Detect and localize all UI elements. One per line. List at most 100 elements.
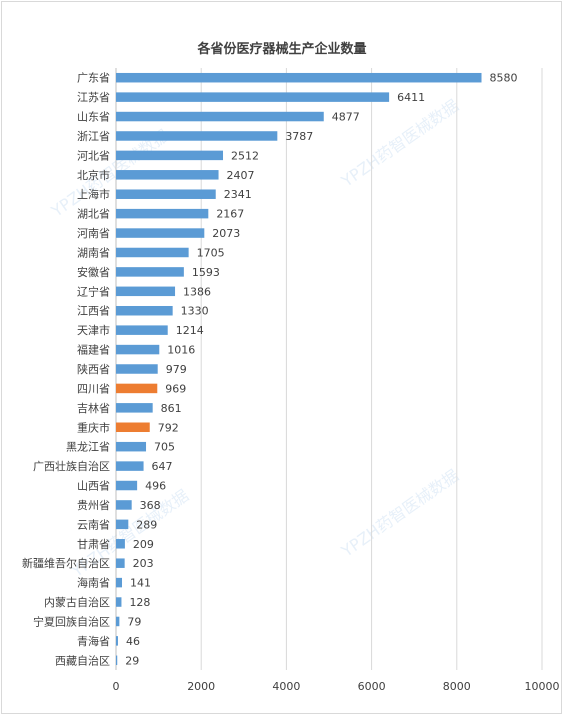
data-label: 141 <box>130 577 151 590</box>
bar <box>116 267 184 277</box>
category-label: 重庆市 <box>77 420 110 434</box>
category-label: 青海省 <box>77 634 110 648</box>
category-label: 江西省 <box>77 305 110 318</box>
category-label: 吉林省 <box>77 401 110 415</box>
category-label: 甘肃省 <box>77 538 110 551</box>
data-label: 2512 <box>231 149 259 162</box>
data-label: 209 <box>133 538 154 551</box>
bar <box>116 92 390 102</box>
data-label: 8580 <box>490 72 518 85</box>
category-label: 广东省 <box>77 72 110 85</box>
data-label: 1214 <box>176 324 204 337</box>
category-label: 天津市 <box>77 323 110 337</box>
data-label: 705 <box>154 441 175 454</box>
data-label: 1593 <box>192 266 220 279</box>
x-tick-label: 0 <box>113 680 120 693</box>
category-label: 贵州省 <box>77 499 110 512</box>
data-label: 203 <box>133 557 154 570</box>
x-tick-label: 6000 <box>358 680 386 693</box>
chart-title: 各省份医疗器械生产企业数量 <box>197 42 367 57</box>
data-label: 792 <box>158 421 179 434</box>
data-label: 3787 <box>285 130 313 143</box>
category-label: 四川省 <box>77 382 110 395</box>
category-label: 浙江省 <box>77 130 110 143</box>
bar <box>116 655 118 666</box>
data-label: 969 <box>165 382 186 395</box>
category-label: 湖南省 <box>77 246 110 259</box>
data-label: 861 <box>161 402 182 415</box>
data-label: 128 <box>129 596 150 609</box>
bar <box>116 111 324 122</box>
data-label: 289 <box>136 518 157 531</box>
bar <box>116 305 173 316</box>
category-label: 宁夏回族自治区 <box>33 614 110 628</box>
bar <box>116 441 147 452</box>
bar <box>116 616 120 627</box>
category-label: 海南省 <box>77 576 110 590</box>
data-label: 979 <box>166 363 187 376</box>
category-label: 内蒙古自治区 <box>44 595 110 609</box>
bar <box>116 577 123 588</box>
category-label: 河南省 <box>77 227 110 240</box>
bar <box>116 131 278 141</box>
data-label: 2407 <box>227 169 255 182</box>
data-label: 2073 <box>212 227 240 240</box>
bar <box>116 286 176 297</box>
bar <box>116 364 158 374</box>
bar <box>116 539 125 549</box>
bar <box>116 403 153 413</box>
data-label: 1705 <box>197 246 225 259</box>
bar <box>116 500 132 510</box>
category-label: 福建省 <box>77 343 110 357</box>
category-label: 北京市 <box>77 168 110 182</box>
bar <box>116 383 158 394</box>
category-label: 安徽省 <box>77 265 110 279</box>
bar <box>116 344 160 355</box>
bar <box>116 422 150 433</box>
category-label: 河北省 <box>77 149 110 162</box>
bar <box>116 72 482 83</box>
data-label: 79 <box>127 615 141 628</box>
data-label: 1016 <box>167 344 195 357</box>
category-label: 上海市 <box>77 187 110 201</box>
category-label: 辽宁省 <box>77 284 110 298</box>
bar <box>116 461 144 471</box>
data-label: 2167 <box>216 208 244 221</box>
bar <box>116 480 138 491</box>
data-label: 496 <box>145 480 166 493</box>
category-label: 山西省 <box>77 480 110 493</box>
category-label: 江苏省 <box>77 91 110 104</box>
x-tick-label: 8000 <box>443 680 471 693</box>
category-label: 云南省 <box>77 518 110 531</box>
x-tick-label: 10000 <box>525 680 560 693</box>
x-tick-label: 2000 <box>187 680 215 693</box>
bar <box>116 247 189 258</box>
data-label: 29 <box>125 654 139 667</box>
x-tick-label: 4000 <box>272 680 300 693</box>
data-label: 647 <box>152 460 173 473</box>
data-label: 6411 <box>397 91 425 104</box>
category-label: 湖北省 <box>77 208 110 221</box>
data-label: 2341 <box>224 188 252 201</box>
category-label: 山东省 <box>77 111 110 124</box>
bar <box>116 208 209 219</box>
data-label: 46 <box>126 635 140 648</box>
bar <box>116 519 129 530</box>
category-label: 黑龙江省 <box>66 441 110 454</box>
bar <box>116 228 205 238</box>
data-label: 4877 <box>332 111 360 124</box>
bar <box>116 150 224 161</box>
bar <box>116 189 216 199</box>
category-label: 新疆维吾尔自治区 <box>22 556 110 570</box>
bar <box>116 170 219 180</box>
data-label: 1386 <box>183 285 211 298</box>
bar <box>116 558 125 568</box>
category-label: 陕西省 <box>77 362 110 376</box>
bar <box>116 597 122 607</box>
data-label: 368 <box>140 499 161 512</box>
data-label: 1330 <box>181 305 209 318</box>
bar <box>116 636 118 646</box>
category-label: 广西壮族自治区 <box>33 459 110 473</box>
